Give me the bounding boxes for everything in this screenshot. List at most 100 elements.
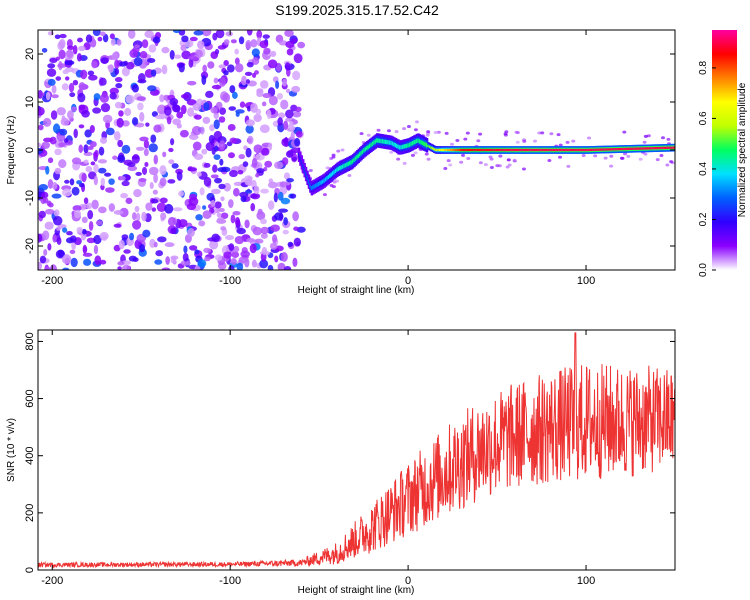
- spectrogram-noise-cell: [186, 99, 197, 106]
- spectrogram-y-tick-label: 20: [24, 48, 36, 60]
- spectrogram-noise-cell: [282, 229, 289, 235]
- spectrogram-noise-cell: [51, 94, 59, 99]
- spectrogram-noise-cell: [117, 154, 126, 163]
- spectrogram-ridge-cell: [484, 148, 487, 152]
- spectrogram-y-label: Frequency (Hz): [6, 116, 17, 185]
- spectrogram-noise-cell: [99, 232, 109, 241]
- spectrogram-noise-cell: [64, 179, 70, 184]
- spectrogram-ridge-cell: [529, 148, 533, 152]
- spectrogram-ridge-cell: [586, 148, 590, 152]
- spectrogram-noise-cell: [246, 30, 253, 36]
- spectrogram-noise-cell: [125, 94, 135, 104]
- spectrogram-noise-cell: [239, 101, 246, 108]
- spectrogram-noise-cell: [233, 188, 240, 197]
- spectrogram-noise-cell: [210, 106, 218, 114]
- spectrogram-noise-cell: [124, 107, 132, 116]
- spectrogram-ridge-cell: [479, 148, 483, 152]
- spectrogram-noise-cell: [446, 159, 451, 163]
- spectrogram-noise-cell: [241, 75, 247, 86]
- spectrogram-noise-cell: [135, 146, 145, 151]
- spectrogram-noise-cell: [498, 154, 503, 158]
- snr-x-ticks: -200 -100 0 100: [41, 330, 595, 587]
- spectrogram-noise-cell: [93, 175, 98, 186]
- spectrogram-noise-cell: [68, 82, 75, 93]
- spectrogram-noise-cell: [276, 92, 284, 100]
- spectrogram-ridge-cell: [521, 148, 524, 152]
- spectrogram-noise-cell: [78, 82, 86, 91]
- spectrogram-noise-cell: [259, 40, 269, 49]
- spectrogram-ridge-cell: [563, 148, 567, 152]
- spectrogram-ridge-cell: [408, 142, 412, 147]
- spectrogram-noise-cell: [93, 93, 101, 101]
- spectrogram-noise-cell: [93, 244, 99, 255]
- spectrogram-noise-cell: [122, 264, 131, 270]
- spectrogram-noise-cell: [489, 157, 494, 161]
- spectrogram-ridge-cell: [518, 148, 521, 152]
- spectrogram-noise-cell: [148, 44, 157, 53]
- spectrogram-noise-cell: [73, 128, 78, 139]
- spectrogram-noise-cell: [114, 77, 123, 83]
- spectrogram-ridge-cell: [532, 148, 536, 152]
- spectrogram-noise-cell: [257, 208, 263, 215]
- spectrogram-ridge-cell: [639, 147, 642, 150]
- spectrogram-ridge-cell: [593, 148, 597, 151]
- spectrogram-noise-cell: [58, 159, 67, 169]
- spectrogram-noise-cell: [43, 137, 53, 143]
- spectrogram-noise-cell: [292, 70, 301, 81]
- spectrogram-noise-cell: [515, 131, 520, 135]
- spectrogram-noise-cell: [593, 154, 598, 158]
- spectrogram-ridge-cell: [519, 148, 523, 152]
- spectrogram-noise-cell: [260, 232, 268, 239]
- spectrogram-noise-cell: [288, 120, 294, 131]
- spectrogram-noise-cell: [114, 101, 122, 109]
- spectrogram-noise-cell: [164, 242, 175, 248]
- spectrogram-noise-cell: [78, 124, 85, 129]
- spectrogram-ridge-cell: [368, 143, 372, 149]
- spectrogram-noise-cell: [52, 181, 58, 190]
- spectrogram-noise-cell: [424, 152, 429, 156]
- spectrogram-ridge-cell: [467, 148, 470, 152]
- spectrogram-ridge-cell: [329, 173, 332, 178]
- spectrogram-ridge-cell: [475, 148, 479, 152]
- spectrogram-noise-cell: [587, 136, 592, 140]
- figure-title: S199.2025.315.17.52.C42: [275, 2, 439, 18]
- spectrogram-noise-cell: [476, 139, 481, 143]
- spectrogram-ridge-cell: [363, 148, 366, 153]
- spectrogram-noise-cell: [45, 91, 51, 101]
- spectrogram-noise-cell: [267, 264, 274, 270]
- spectrogram-noise-cell: [47, 63, 56, 69]
- spectrogram-ridge-cell: [339, 165, 342, 171]
- spectrogram-ridge-cell: [343, 163, 346, 169]
- spectrogram-noise-cell: [218, 207, 225, 213]
- spectrogram-noise-cell: [113, 131, 121, 141]
- spectrogram-noise-cell: [166, 116, 172, 125]
- spectrogram-noise-cell: [643, 134, 648, 138]
- spectrogram-noise-cell: [178, 62, 185, 73]
- spectrogram-y-ticks: -20 -10 0 10 20: [24, 48, 675, 254]
- spectrogram-noise-cell: [144, 30, 154, 39]
- spectrogram-noise-cell: [286, 177, 294, 183]
- spectrogram-noise-cell: [505, 165, 510, 169]
- spectrogram-ridge-cell: [299, 156, 302, 161]
- spectrogram-noise-cell: [237, 169, 244, 175]
- spectrogram-noise-cell: [251, 259, 257, 268]
- spectrogram-ridge-cell: [622, 147, 625, 151]
- spectrogram-noise-cell: [123, 60, 128, 66]
- spectrogram-noise-cell: [214, 48, 220, 55]
- spectrogram-noise-cell: [38, 184, 49, 191]
- spectrogram-ridge-cell: [324, 177, 328, 182]
- spectrogram-ridge-cell: [535, 148, 538, 152]
- spectrogram-ridge-cell: [326, 176, 329, 181]
- spectrogram-noise-cell: [90, 161, 96, 166]
- spectrogram-ridge-cell: [666, 146, 669, 149]
- spectrogram-noise-cell: [168, 147, 174, 153]
- spectrogram-ridge-cell: [526, 148, 530, 152]
- spectrogram-noise-cell: [47, 157, 54, 164]
- spectrogram-noise-cell: [225, 234, 235, 241]
- spectrogram-noise-cell: [665, 163, 670, 167]
- spectrogram-noise-cell: [113, 223, 122, 228]
- spectrogram-ridge-cell: [636, 147, 639, 150]
- spectrogram-noise-cell: [77, 92, 86, 103]
- spectrogram-ridge-cell: [427, 144, 430, 148]
